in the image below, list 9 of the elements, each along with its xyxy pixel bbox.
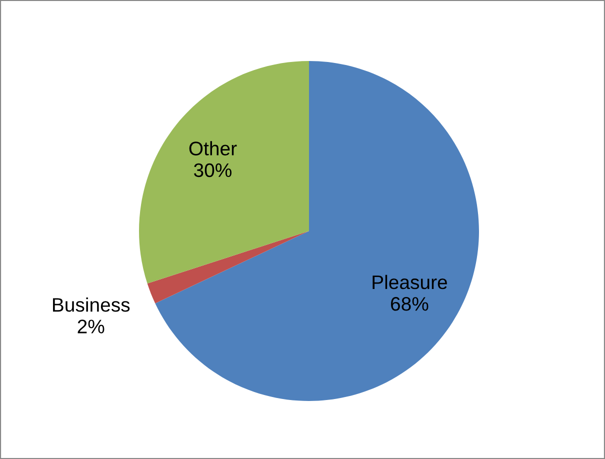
slice-label: Business: [53, 297, 130, 312]
data-label: 30%: [194, 163, 232, 178]
data-label: 2%: [78, 320, 104, 334]
data-label: 68%: [391, 297, 428, 311]
pie-slice: [139, 61, 309, 284]
slice-label: Other: [189, 141, 237, 156]
pie-slice: [155, 61, 479, 401]
pie-slice: [147, 231, 309, 304]
slice-label: Pleasure: [372, 274, 447, 290]
